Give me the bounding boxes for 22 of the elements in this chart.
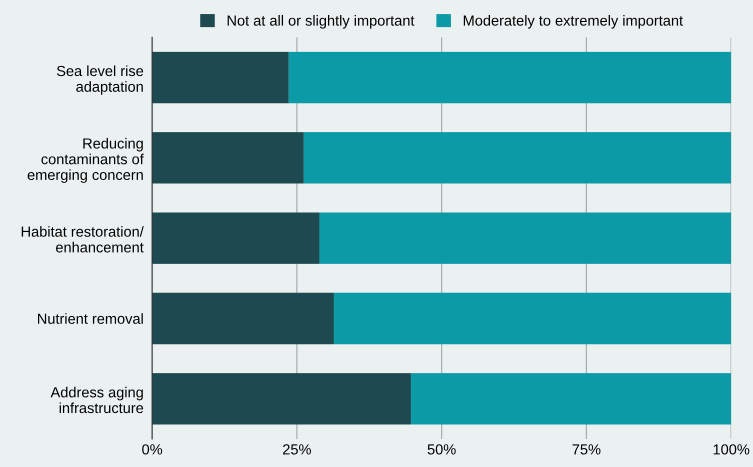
x-tick-label: 75% [572, 444, 600, 455]
bar [152, 373, 411, 425]
bar [410, 373, 732, 425]
y-tick-label: Address aging infrastructure [50, 386, 144, 414]
y-tick-label: Habitat restoration/ enhancement [22, 226, 144, 253]
x-tick-label: 100% [714, 444, 750, 455]
bar [152, 52, 289, 104]
bar [288, 52, 732, 104]
bar [152, 292, 334, 344]
x-tick-label: 25% [283, 444, 311, 455]
x-tick-label: 0% [142, 444, 162, 455]
bar [152, 132, 304, 184]
bar [334, 292, 732, 344]
legend-label: Not at all or slightly important [228, 15, 414, 29]
bar [319, 212, 732, 264]
bar [152, 212, 320, 264]
y-tick-label: Nutrient removal [38, 313, 143, 324]
legend-label: Moderately to extremely important [464, 15, 683, 29]
y-tick-label: Sea level rise adaptation [56, 65, 144, 95]
y-tick-label: Reducing contaminants of emerging concern [28, 138, 144, 183]
bar [304, 132, 732, 184]
x-tick-label: 50% [428, 444, 456, 455]
